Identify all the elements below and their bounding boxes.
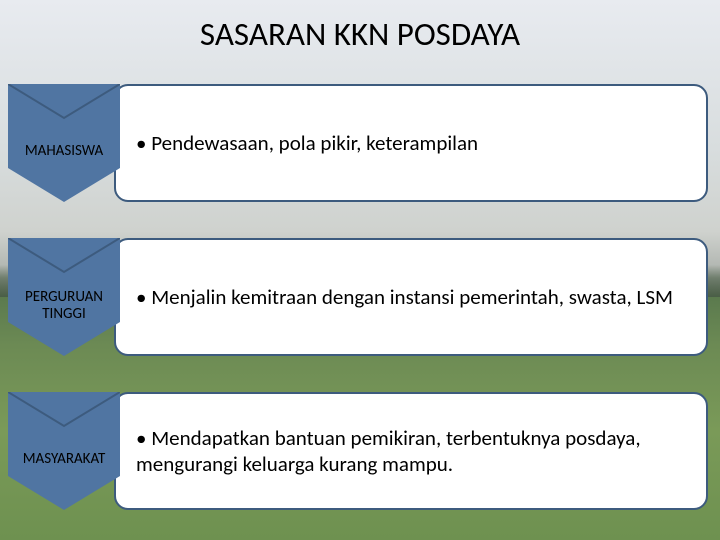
arrow-label: PERGURUAN TINGGI	[8, 238, 120, 356]
arrow-label-text: MAHASISWA	[19, 143, 109, 160]
row-mahasiswa: • Pendewasaan, pola pikir, keterampilan …	[8, 76, 712, 216]
content-box: • Menjalin kemitraan dengan instansi pem…	[114, 238, 708, 356]
content-box: • Mendapatkan bantuan pemikiran, terbent…	[114, 392, 708, 510]
content-box: • Pendewasaan, pola pikir, keterampilan	[114, 84, 708, 202]
bullet-text: • Pendewasaan, pola pikir, keterampilan	[136, 130, 478, 156]
slide-title: SASARAN KKN POSDAYA	[0, 14, 720, 54]
arrow-label-text: MASYARAKAT	[17, 451, 112, 468]
arrow-label: MASYARAKAT	[8, 392, 120, 510]
row-masyarakat: • Mendapatkan bantuan pemikiran, terbent…	[8, 384, 712, 524]
bullet-text: • Mendapatkan bantuan pemikiran, terbent…	[136, 425, 690, 478]
rows-container: • Pendewasaan, pola pikir, keterampilan …	[8, 76, 712, 538]
arrow-label-text: PERGURUAN TINGGI	[8, 289, 120, 324]
bullet-text: • Menjalin kemitraan dengan instansi pem…	[136, 284, 673, 310]
arrow-label: MAHASISWA	[8, 84, 120, 202]
row-perguruan-tinggi: • Menjalin kemitraan dengan instansi pem…	[8, 230, 712, 370]
